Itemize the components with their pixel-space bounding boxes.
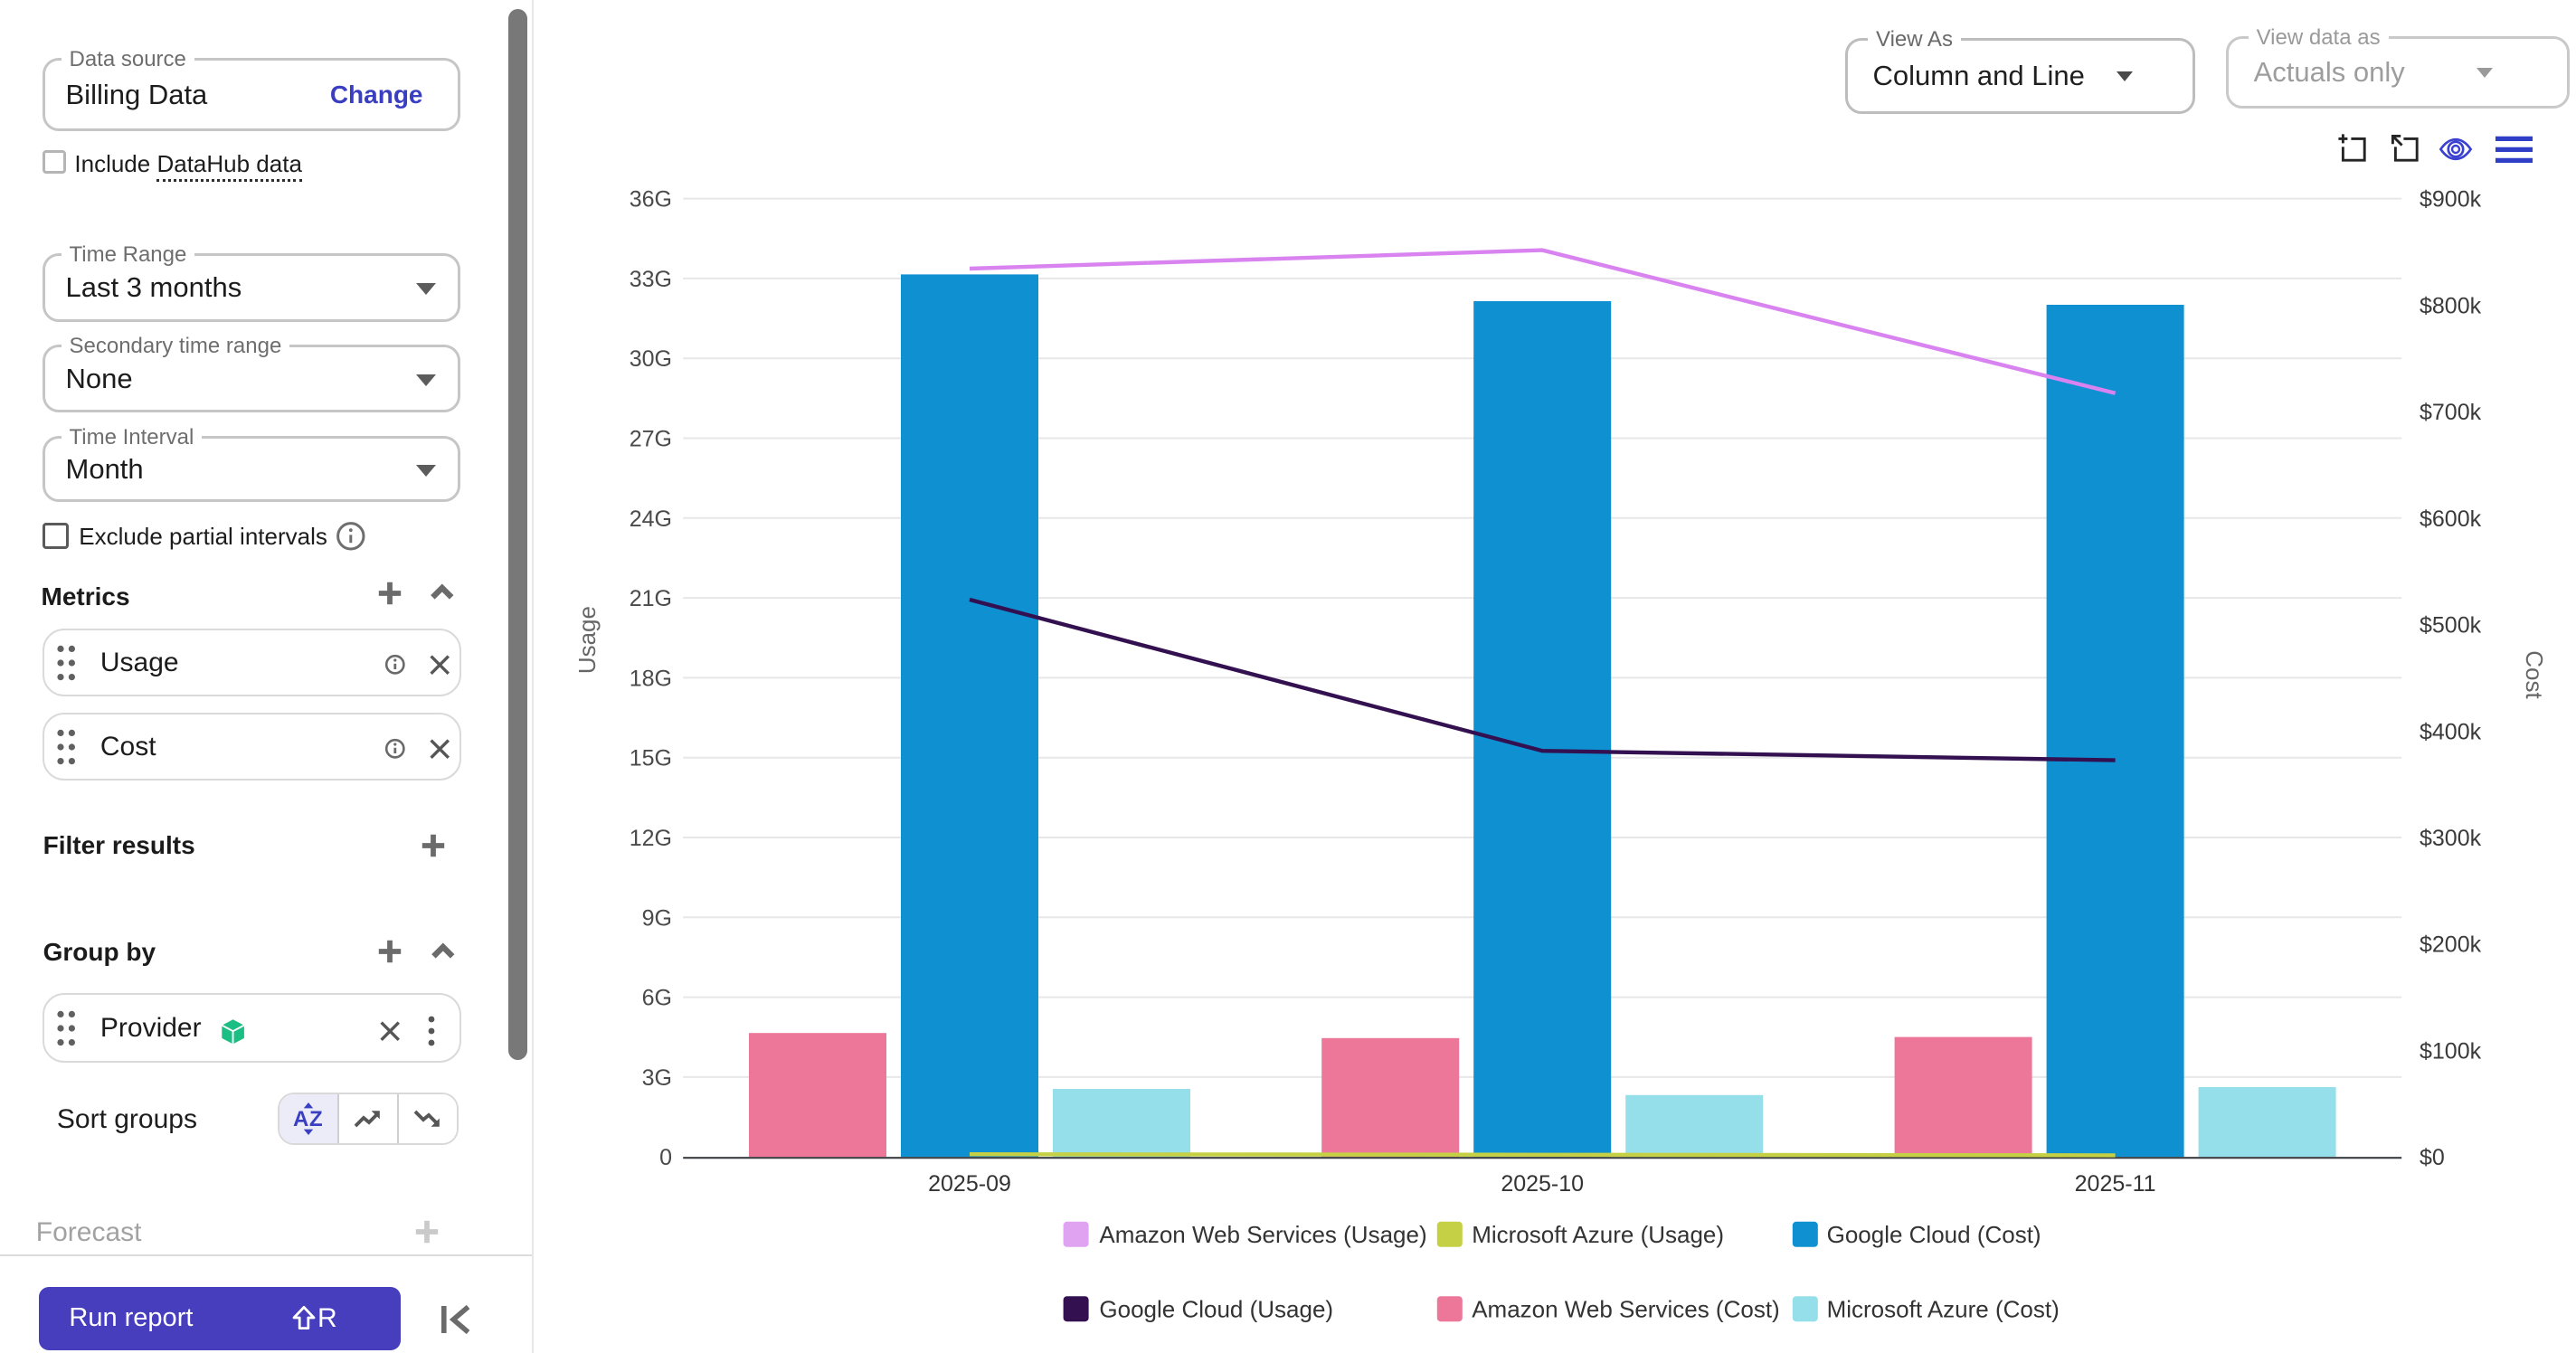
svg-text:Microsoft Azure (Cost): Microsoft Azure (Cost) [1827,1295,2060,1322]
svg-text:27G: 27G [630,427,672,452]
svg-text:$0: $0 [2420,1145,2445,1170]
svg-text:15G: 15G [630,746,672,771]
svg-text:21G: 21G [630,586,672,611]
svg-text:18G: 18G [630,666,672,691]
svg-text:Amazon Web Services (Usage): Amazon Web Services (Usage) [1099,1221,1426,1248]
svg-text:Z: Z [309,1107,323,1131]
svg-text:$700k: $700k [2420,400,2482,425]
svg-text:2025-10: 2025-10 [1501,1171,1584,1197]
svg-text:$600k: $600k [2420,506,2482,532]
svg-text:9G: 9G [642,905,672,931]
svg-text:$100k: $100k [2420,1038,2482,1064]
svg-text:2025-11: 2025-11 [2075,1171,2156,1197]
svg-text:30G: 30G [630,346,672,372]
svg-text:36G: 36G [630,187,672,213]
svg-text:A: A [293,1107,308,1131]
svg-text:$900k: $900k [2420,187,2482,213]
svg-text:$300k: $300k [2420,826,2482,851]
svg-text:6G: 6G [642,986,672,1011]
svg-text:$800k: $800k [2420,293,2482,318]
svg-text:$200k: $200k [2420,932,2482,958]
svg-text:12G: 12G [630,826,672,851]
svg-text:33G: 33G [630,267,672,292]
svg-text:$400k: $400k [2420,719,2482,744]
svg-text:Microsoft Azure (Usage): Microsoft Azure (Usage) [1472,1221,1724,1248]
svg-text:Cost: Cost [2521,650,2548,699]
svg-text:24G: 24G [630,506,672,532]
svg-text:Google Cloud (Cost): Google Cloud (Cost) [1827,1221,2041,1248]
svg-text:0: 0 [659,1145,672,1170]
svg-text:$500k: $500k [2420,613,2482,639]
svg-text:3G: 3G [642,1065,672,1091]
svg-text:2025-09: 2025-09 [928,1171,1011,1197]
svg-text:Amazon Web Services (Cost): Amazon Web Services (Cost) [1472,1295,1780,1322]
svg-text:Usage: Usage [573,606,601,674]
svg-text:Google Cloud (Usage): Google Cloud (Usage) [1099,1295,1333,1322]
